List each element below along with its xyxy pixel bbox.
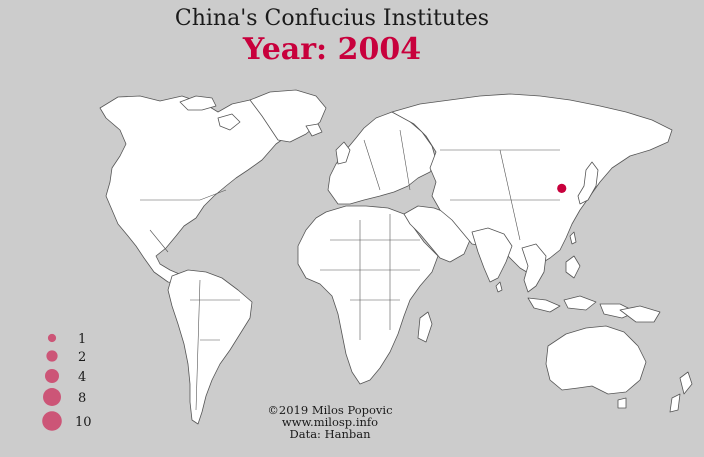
size-legend: 1 2 4 8 10 [42, 332, 92, 431]
sri-lanka [495, 281, 503, 293]
country-borders [140, 129, 560, 411]
arctic-islands [179, 95, 241, 131]
legend-circle-8 [43, 388, 61, 406]
asia [391, 93, 673, 275]
south-america [167, 269, 253, 425]
tasmania [617, 397, 627, 409]
british-isles [305, 123, 351, 165]
australia [545, 325, 647, 395]
legend-label-4: 4 [78, 370, 86, 385]
credit-website: www.milosp.info [281, 415, 379, 429]
india [471, 227, 513, 283]
legend-label-1: 1 [78, 332, 86, 347]
credit-author: ©2019 Milos Popovic [267, 403, 393, 417]
legend-label-2: 2 [78, 350, 86, 365]
taiwan [569, 231, 577, 245]
credits: ©2019 Milos Popovic www.milosp.info Data… [232, 404, 428, 440]
year-value: 2004 [337, 32, 422, 67]
africa [297, 205, 439, 385]
credit-source: Data: Hanban [289, 427, 371, 441]
north-america [99, 95, 313, 285]
new-guinea [619, 305, 661, 323]
legend-label-10: 10 [75, 415, 92, 430]
southeast-asia [521, 243, 547, 293]
legend-label-8: 8 [78, 391, 86, 406]
year-heading: Year: 2004 [0, 32, 664, 67]
institute-marker-0 [557, 183, 567, 193]
year-label: Year: [242, 32, 328, 67]
japan [577, 161, 599, 205]
land-masses [99, 89, 693, 425]
institute-markers [557, 183, 567, 193]
legend-circle-10 [42, 411, 62, 431]
legend-circle-4 [45, 369, 59, 383]
legend-circle-2 [46, 350, 58, 362]
map-title: China's Confucius Institutes [174, 6, 490, 31]
new-zealand [669, 371, 693, 413]
legend-circle-1 [47, 333, 57, 343]
madagascar [417, 311, 433, 343]
